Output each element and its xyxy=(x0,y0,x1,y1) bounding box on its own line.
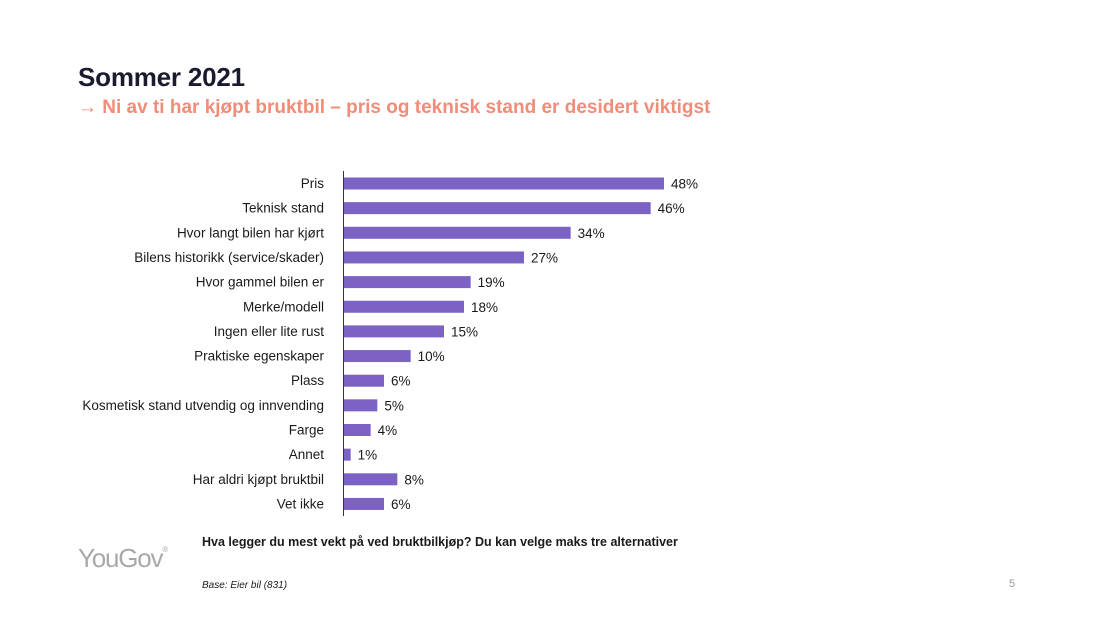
value-label: 27% xyxy=(531,250,558,265)
value-label: 34% xyxy=(578,226,605,241)
base-note: Base: Eier bil (831) xyxy=(202,580,288,591)
bar xyxy=(344,473,398,486)
value-label: 6% xyxy=(391,497,411,512)
category-label: Pris xyxy=(301,176,324,191)
bar xyxy=(344,374,384,387)
category-label: Farge xyxy=(289,423,324,438)
category-label: Teknisk stand xyxy=(242,201,324,216)
value-label: 46% xyxy=(658,201,685,216)
value-label: 48% xyxy=(671,177,698,192)
bar xyxy=(344,325,444,338)
bar xyxy=(344,399,378,412)
category-label: Merke/modell xyxy=(243,299,324,314)
bar xyxy=(344,350,411,363)
value-label: 4% xyxy=(378,423,398,438)
value-label: 18% xyxy=(471,300,498,315)
category-label: Har aldri kjøpt bruktbil xyxy=(193,472,324,487)
bar xyxy=(344,251,524,264)
page-subtitle: → Ni av ti har kjøpt bruktbil – pris og … xyxy=(78,97,711,118)
page-title: Sommer 2021 xyxy=(78,62,245,92)
bar xyxy=(344,276,471,289)
bars-group: Pris 48% Teknisk stand 46% Hvor langt bilen … xyxy=(82,176,698,512)
page-number: 5 xyxy=(1009,578,1016,590)
category-label: Hvor gammel bilen er xyxy=(196,275,325,290)
value-label: 10% xyxy=(418,349,445,364)
category-label: Bilens historikk (service/skader) xyxy=(134,250,324,265)
bar xyxy=(344,424,371,436)
category-label: Vet ikke xyxy=(277,496,324,511)
yougov-logo: YouGov® xyxy=(78,543,168,574)
value-label: 1% xyxy=(358,448,378,463)
bar xyxy=(344,202,651,215)
bar xyxy=(344,177,664,190)
value-label: 6% xyxy=(391,374,411,389)
value-label: 15% xyxy=(451,324,478,339)
category-label: Annet xyxy=(289,447,325,462)
value-label: 5% xyxy=(384,398,404,413)
category-label: Ingen eller lite rust xyxy=(214,324,325,339)
logo-registered-mark: ® xyxy=(162,545,169,554)
value-label: 8% xyxy=(404,472,424,487)
category-label: Hvor langt bilen har kjørt xyxy=(177,225,324,240)
category-label: Kosmetisk stand utvendig og innvending xyxy=(82,398,324,413)
category-label: Praktiske egenskaper xyxy=(194,349,324,364)
bar xyxy=(344,300,464,313)
survey-question: Hva legger du mest vekt på ved bruktbilk… xyxy=(202,535,678,549)
bar xyxy=(344,497,384,510)
bar xyxy=(344,448,351,461)
bar xyxy=(344,226,571,239)
category-label: Plass xyxy=(291,373,324,388)
logo-text: YouGov xyxy=(78,543,164,573)
value-label: 19% xyxy=(478,275,505,290)
